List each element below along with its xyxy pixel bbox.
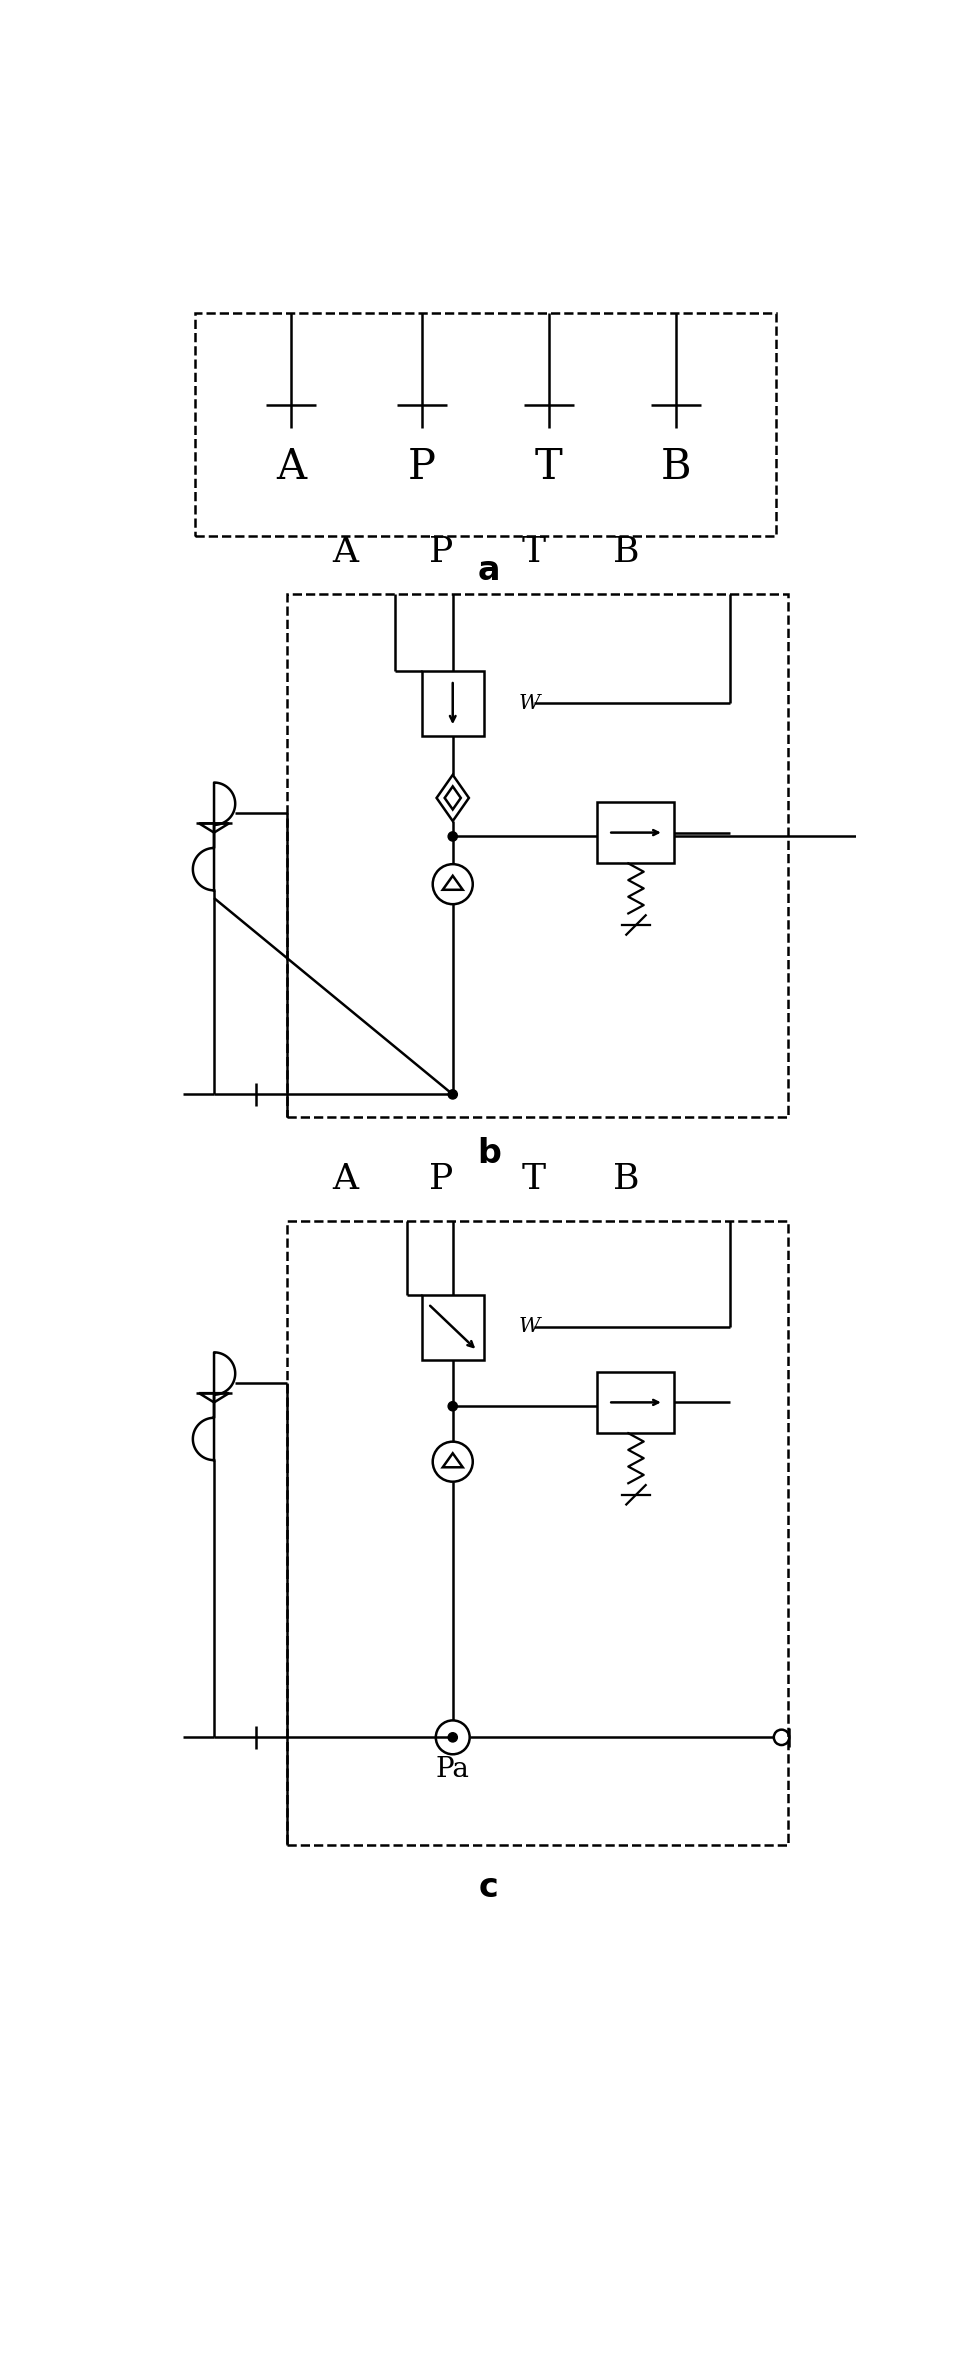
Text: W: W: [517, 1316, 539, 1335]
Circle shape: [448, 832, 456, 841]
Text: Pa: Pa: [436, 1756, 469, 1782]
Text: P: P: [429, 535, 453, 568]
Text: T: T: [521, 1162, 545, 1195]
Text: T: T: [535, 447, 562, 487]
Text: c: c: [478, 1870, 498, 1903]
Text: A: A: [275, 447, 306, 487]
Circle shape: [448, 1732, 456, 1742]
Polygon shape: [421, 670, 483, 737]
Text: W: W: [517, 694, 539, 713]
Text: P: P: [408, 447, 436, 487]
Polygon shape: [597, 801, 674, 862]
Text: a: a: [477, 554, 499, 587]
Text: A: A: [332, 1162, 357, 1195]
Text: P: P: [429, 1162, 453, 1195]
Text: A: A: [332, 535, 357, 568]
Circle shape: [448, 1091, 456, 1100]
Text: B: B: [612, 535, 639, 568]
Text: b: b: [476, 1138, 500, 1171]
Polygon shape: [421, 1295, 483, 1359]
Text: T: T: [521, 535, 545, 568]
Text: B: B: [612, 1162, 639, 1195]
Text: B: B: [660, 447, 691, 487]
Polygon shape: [597, 1371, 674, 1433]
Circle shape: [448, 1402, 456, 1411]
